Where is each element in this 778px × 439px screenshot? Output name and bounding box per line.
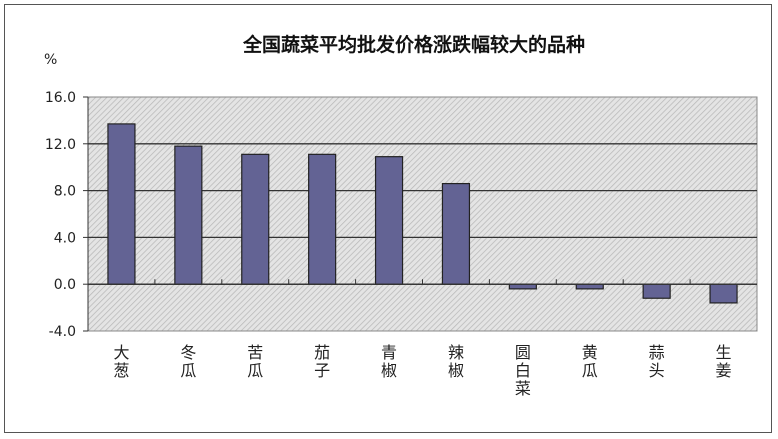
x-tick-label: 茄子 <box>314 343 330 380</box>
y-tick-label: 16.0 <box>45 90 76 106</box>
x-tick-label: 冬瓜 <box>180 343 196 380</box>
bar-蒜头 <box>642 283 671 299</box>
y-axis-unit: % <box>44 52 58 68</box>
bar-圆白菜 <box>508 283 537 290</box>
bar-生姜 <box>709 283 738 304</box>
x-tick-label: 大葱 <box>113 343 129 380</box>
x-tick-label: 生姜 <box>716 343 732 380</box>
bar-茄子 <box>308 153 337 285</box>
x-tick-label: 辣椒 <box>448 343 464 380</box>
x-tick-label: 苦瓜 <box>247 343 263 380</box>
chart-title: 全国蔬菜平均批发价格涨跌幅较大的品种 <box>242 34 585 56</box>
y-tick-label: 8.0 <box>54 184 76 200</box>
bar-苦瓜 <box>241 153 270 285</box>
y-tick-label: 0.0 <box>54 277 76 293</box>
bar-青椒 <box>374 156 404 285</box>
x-tick-label: 黄瓜 <box>582 343 598 380</box>
bar-辣椒 <box>441 182 471 285</box>
bar-冬瓜 <box>174 145 203 285</box>
y-tick-label: 4.0 <box>54 230 76 246</box>
bar-大葱 <box>107 123 136 285</box>
x-tick-label: 圆白菜 <box>515 343 531 398</box>
y-tick-label: 12.0 <box>45 137 76 153</box>
y-tick-label: -4.0 <box>49 324 76 340</box>
x-tick-label: 蒜头 <box>649 343 665 380</box>
bar-黄瓜 <box>575 283 604 290</box>
x-tick-label: 青椒 <box>381 343 397 380</box>
chart-frame <box>4 4 772 433</box>
